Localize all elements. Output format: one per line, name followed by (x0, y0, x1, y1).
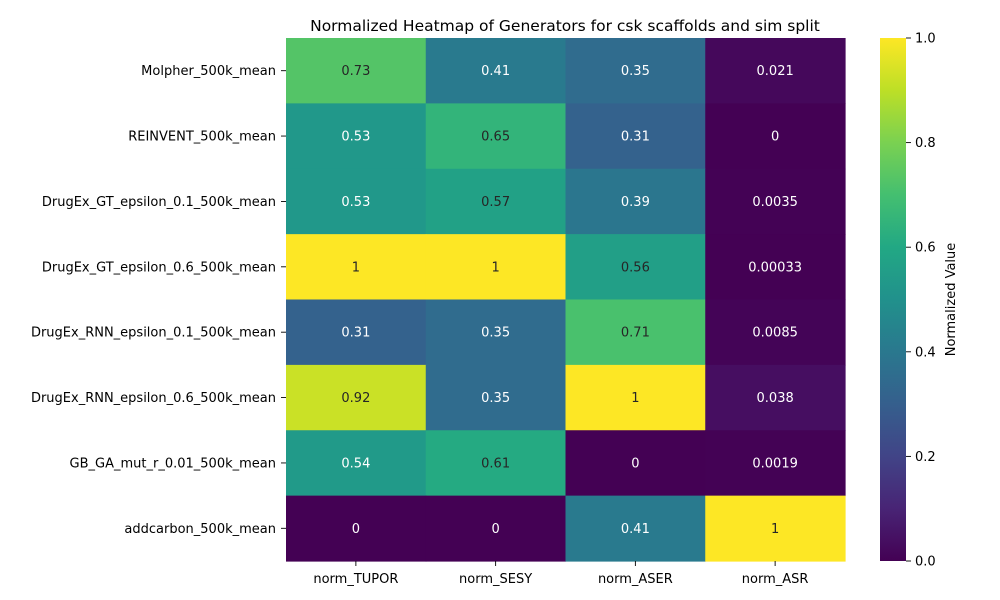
column-labels: norm_TUPOR norm_SESY norm_ASER norm_ASR (313, 561, 808, 587)
cell-value-label: 0.41 (481, 64, 510, 79)
heatmap-cell (705, 430, 846, 497)
cell-value-label: 0.35 (481, 326, 510, 341)
cell-value-label: 0.0019 (752, 456, 798, 471)
cell-value-label: 0.53 (341, 195, 370, 210)
heatmap-cell (286, 299, 427, 366)
cell-value-label: 0.71 (621, 326, 650, 341)
heatmap-cell (705, 38, 846, 104)
cell-value-label: 0.53 (341, 130, 370, 145)
colorbar-gradient (880, 38, 906, 561)
heatmap-cell (565, 38, 706, 104)
heatmap-cell (705, 299, 846, 366)
cell-value-label: 0.35 (621, 64, 650, 79)
cell-value-label: 0.00033 (748, 260, 802, 275)
colorbar-label: Normalized Value (944, 243, 959, 357)
heatmap-cell (286, 430, 427, 497)
colorbar-tick-label: 0.6 (915, 241, 936, 256)
colorbar-tick-label: 0.2 (915, 450, 936, 465)
colorbar-tick-label: 0.8 (915, 136, 936, 151)
heatmap-cell (705, 364, 846, 431)
colorbar: 0.0 0.2 0.4 0.6 0.8 1.0 Normalized Value (880, 32, 959, 570)
heatmap-cell (705, 495, 846, 562)
cell-value-label: 0.39 (621, 195, 650, 210)
cell-value-label: 0.73 (341, 64, 370, 79)
cell-value-label: 0.57 (481, 195, 510, 210)
heatmap-cell (425, 299, 567, 366)
cell-value-label: 1 (352, 260, 360, 275)
cell-value-label: 0.35 (481, 391, 510, 406)
column-label: norm_SESY (459, 572, 532, 587)
cell-value-label: 0.038 (757, 391, 794, 406)
row-label: Molpher_500k_mean (141, 64, 276, 79)
cell-value-label: 0 (352, 522, 360, 537)
heatmap-cell (286, 168, 427, 235)
colorbar-tick-label: 1.0 (915, 32, 936, 47)
cell-value-label: 1 (491, 260, 499, 275)
row-labels: Molpher_500k_mean REINVENT_500k_mean DrugE… (31, 64, 286, 537)
heatmap-cell (425, 38, 567, 104)
column-label: norm_ASER (598, 572, 673, 587)
heatmap-cells: 0.73 0.41 0.35 0.021 0.53 0.65 0.31 0 0.53 0.57 0.… (286, 38, 846, 562)
heatmap-cell (286, 234, 427, 301)
column-label: norm_ASR (742, 572, 809, 587)
cell-value-label: 0 (771, 130, 779, 145)
heatmap-cell (565, 364, 706, 431)
heatmap-cell (565, 495, 706, 562)
heatmap-cell (425, 103, 567, 170)
heatmap-cell (565, 103, 706, 170)
heatmap-cell (286, 103, 427, 170)
heatmap-cell (425, 364, 567, 431)
heatmap-cell (425, 430, 567, 497)
cell-value-label: 0 (491, 522, 499, 537)
heatmap-cell (425, 168, 567, 235)
cell-value-label: 0.0085 (752, 326, 798, 341)
heatmap-cell (286, 364, 427, 431)
row-label: addcarbon_500k_mean (124, 522, 276, 537)
column-label: norm_TUPOR (313, 572, 398, 587)
cell-value-label: 0.0035 (752, 195, 798, 210)
cell-value-label: 1 (631, 391, 639, 406)
row-label: DrugEx_GT_epsilon_0.6_500k_mean (42, 260, 276, 275)
heatmap-cell (425, 495, 567, 562)
cell-value-label: 0.021 (757, 64, 794, 79)
heatmap-cell (286, 495, 427, 562)
heatmap-cell (565, 168, 706, 235)
cell-value-label: 0.65 (481, 130, 510, 145)
heatmap-cell (286, 38, 427, 104)
cell-value-label: 0.56 (621, 260, 650, 275)
heatmap-cell (565, 234, 706, 301)
heatmap-cell (565, 430, 706, 497)
row-label: DrugEx_RNN_epsilon_0.1_500k_mean (31, 326, 276, 341)
cell-value-label: 0 (631, 456, 639, 471)
heatmap-cell (705, 103, 846, 170)
heatmap-cell (565, 299, 706, 366)
cell-value-label: 0.92 (341, 391, 370, 406)
row-label: DrugEx_RNN_epsilon_0.6_500k_mean (31, 391, 276, 406)
heatmap-cell (425, 234, 567, 301)
heatmap-cell (705, 168, 846, 235)
cell-value-label: 0.61 (481, 456, 510, 471)
chart-title: Normalized Heatmap of Generators for csk… (310, 17, 820, 35)
row-label: REINVENT_500k_mean (128, 130, 276, 145)
cell-value-label: 0.31 (341, 326, 370, 341)
cell-value-label: 0.41 (621, 522, 650, 537)
heatmap-cell (705, 234, 846, 301)
row-label: GB_GA_mut_r_0.01_500k_mean (70, 456, 276, 471)
row-label: DrugEx_GT_epsilon_0.1_500k_mean (42, 195, 276, 210)
cell-value-label: 0.31 (621, 130, 650, 145)
cell-value-label: 0.54 (341, 456, 370, 471)
colorbar-tick-label: 0.4 (915, 345, 936, 360)
colorbar-tick-label: 0.0 (915, 555, 936, 570)
cell-value-label: 1 (771, 522, 779, 537)
